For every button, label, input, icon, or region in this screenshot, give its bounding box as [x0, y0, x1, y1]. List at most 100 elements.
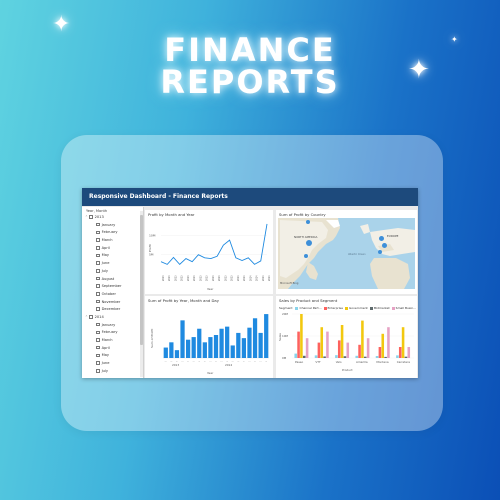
sales-bar[interactable] — [340, 325, 344, 358]
year-month-slicer[interactable]: Year, Month ⌃ 2013 January February March Apr… — [82, 207, 144, 378]
slicer-year-item[interactable]: ⌃ 2014 — [82, 314, 138, 322]
slicer-month-item[interactable]: March — [82, 237, 138, 245]
profit-bar[interactable] — [191, 337, 196, 358]
checkbox[interactable] — [96, 276, 100, 281]
slicer-month-item[interactable]: March — [82, 337, 138, 345]
slicer-month-item[interactable]: February — [82, 329, 138, 337]
checkbox[interactable] — [96, 269, 100, 273]
slicer-month-item[interactable]: February — [82, 229, 138, 237]
checkbox[interactable] — [96, 222, 100, 227]
profit-bar[interactable] — [202, 342, 207, 358]
sales-bar[interactable] — [294, 353, 297, 358]
slicer-month-item[interactable]: November — [82, 299, 138, 307]
checkbox[interactable] — [96, 238, 100, 242]
sales-bar[interactable] — [323, 356, 326, 358]
slicer-scroll-thumb[interactable] — [140, 215, 143, 345]
checkbox[interactable] — [96, 322, 100, 327]
checkbox[interactable] — [96, 330, 100, 335]
segment-legend[interactable]: Segment Channel Part... Enterprise Governm… — [279, 306, 416, 310]
profit-bar[interactable] — [185, 339, 191, 358]
sales-bar[interactable] — [343, 356, 347, 358]
slicer-month-item[interactable]: May — [82, 352, 138, 360]
checkbox[interactable] — [89, 315, 93, 319]
sales-bar[interactable] — [366, 338, 370, 358]
checkbox[interactable] — [96, 307, 100, 312]
checkbox[interactable] — [96, 284, 100, 288]
checkbox[interactable] — [96, 345, 100, 350]
sales-bar[interactable] — [335, 355, 338, 358]
slicer-month-item[interactable]: January — [82, 222, 138, 230]
map-bubble-usa[interactable] — [306, 240, 312, 246]
profit-month-year-panel[interactable]: Profit by Month and Year 10M 5M Profit 2013… — [145, 210, 273, 294]
slicer-month-item[interactable]: December — [82, 306, 138, 314]
map-bubble-canada[interactable] — [306, 220, 310, 224]
checkbox[interactable] — [96, 338, 100, 342]
slicer-month-item[interactable]: May — [82, 252, 138, 260]
sales-bar[interactable] — [404, 356, 408, 358]
map-bubble-france[interactable] — [382, 243, 387, 248]
world-map[interactable]: NORTH AMERICA EUROPE Atlantic Ocean Micr… — [278, 218, 415, 289]
slicer-year-item[interactable]: ⌃ 2013 — [82, 214, 138, 222]
map-bubble-uk[interactable] — [379, 236, 384, 241]
collapse-chevron-icon[interactable]: ⌃ — [85, 215, 88, 219]
map-bubble-germany[interactable] — [378, 250, 382, 254]
sales-bar[interactable] — [407, 347, 411, 358]
sales-bar[interactable] — [314, 355, 318, 358]
sales-bar[interactable] — [346, 342, 350, 358]
sales-bar[interactable] — [300, 314, 303, 358]
collapse-chevron-icon[interactable]: ⌃ — [85, 314, 88, 319]
checkbox[interactable] — [96, 292, 100, 296]
profit-bar[interactable] — [264, 314, 269, 358]
map-bubble-mexico[interactable] — [304, 254, 308, 258]
profit-bar[interactable] — [247, 327, 252, 358]
slicer-month-item[interactable]: July — [82, 368, 138, 376]
profit-bar[interactable] — [208, 337, 213, 358]
sales-bar[interactable] — [378, 347, 382, 358]
profit-bar[interactable] — [236, 332, 241, 358]
sales-bar[interactable] — [361, 320, 364, 358]
checkbox[interactable] — [96, 299, 100, 304]
sales-bar[interactable] — [358, 344, 361, 358]
checkbox[interactable] — [96, 361, 100, 365]
sales-segment-panel[interactable]: Sales by Product and Segment Segment Cha… — [276, 296, 417, 378]
sales-bar[interactable] — [305, 338, 309, 358]
profit-bar[interactable] — [252, 318, 258, 358]
slicer-month-item[interactable]: April — [82, 345, 138, 353]
sales-bar[interactable] — [297, 331, 300, 358]
checkbox[interactable] — [89, 215, 93, 219]
sales-bar[interactable] — [320, 327, 324, 358]
sales-bar[interactable] — [302, 355, 306, 358]
sales-bar[interactable] — [384, 356, 387, 358]
slicer-month-item[interactable]: January — [82, 322, 138, 330]
slicer-month-item[interactable]: April — [82, 245, 138, 253]
sales-bar[interactable] — [317, 342, 321, 358]
profit-bar[interactable] — [180, 320, 185, 358]
sales-bar[interactable] — [387, 327, 390, 358]
profit-bar[interactable] — [225, 326, 230, 358]
checkbox[interactable] — [96, 245, 100, 250]
slicer-month-item[interactable]: June — [82, 260, 138, 268]
slicer-month-item[interactable]: October — [82, 291, 138, 299]
profit-bar[interactable] — [163, 347, 168, 358]
checkbox[interactable] — [96, 253, 100, 258]
checkbox[interactable] — [96, 353, 100, 358]
sales-bar[interactable] — [363, 356, 367, 358]
sales-bar[interactable] — [326, 331, 329, 358]
sales-bar[interactable] — [375, 356, 379, 358]
checkbox[interactable] — [96, 230, 100, 235]
profit-bar[interactable] — [258, 332, 263, 358]
sales-bar[interactable] — [398, 347, 402, 358]
profit-bar[interactable] — [230, 345, 235, 358]
sales-bar[interactable] — [355, 355, 358, 358]
profit-bar[interactable] — [213, 335, 219, 358]
slicer-month-item[interactable]: August — [82, 276, 138, 284]
profit-day-panel[interactable]: Sum of Profit by Year, Month and Day ...… — [145, 296, 273, 378]
sales-bar[interactable] — [396, 355, 399, 358]
profit-bar[interactable] — [197, 328, 202, 358]
profit-bar[interactable] — [219, 328, 224, 358]
checkbox[interactable] — [96, 261, 100, 265]
slicer-month-item[interactable]: June — [82, 360, 138, 368]
profit-bar[interactable] — [174, 350, 180, 358]
profit-bar[interactable] — [241, 338, 247, 358]
profit-country-panel[interactable]: Sum of Profit by Country NORTH AMERICA E… — [276, 210, 417, 294]
